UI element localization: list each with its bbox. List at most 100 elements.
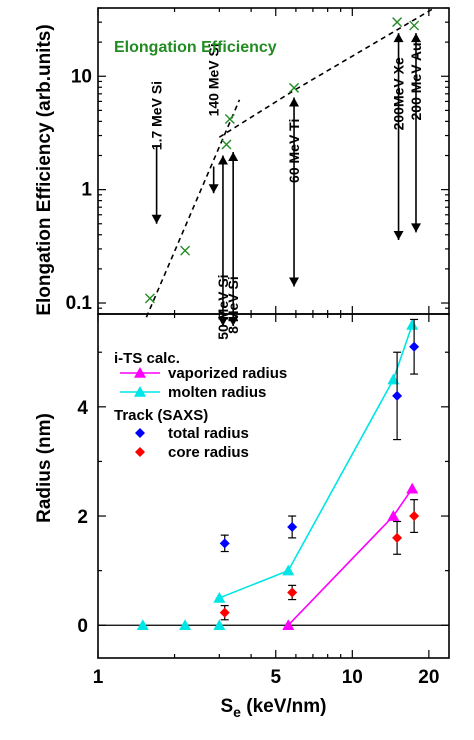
ion-annotation-3: 50 MeV Si [215, 155, 231, 340]
molten-radius-point-7 [406, 318, 419, 330]
arrow-head [228, 317, 239, 326]
legend-entry-core-radius: core radius [135, 444, 249, 461]
ion-annotation-7: 200 MeV Au [408, 33, 424, 233]
legend-group2-title: Track (SAXS) [114, 407, 208, 424]
elongation-point-stroke [289, 82, 300, 93]
molten-radius-marker [213, 591, 226, 603]
annotation-label: 50 MeV Si [215, 274, 231, 339]
ion-annotation-2: 140 MeV Si [206, 43, 222, 194]
x-tick-label: 10 [342, 667, 363, 688]
core-radius-point-2 [287, 584, 298, 601]
arrow-head [217, 155, 228, 165]
x-tick-label: 1 [93, 667, 104, 688]
molten-radius-point-3 [213, 619, 226, 631]
bottom-y-tick-label: 4 [77, 398, 88, 419]
elongation-point-2 [180, 245, 191, 256]
arrow-head [393, 230, 404, 240]
ion-annotation-6: 200MeV Xe [391, 33, 407, 240]
data-marks-layer [136, 17, 420, 631]
annotation-label: 1.7 MeV Si [149, 81, 165, 150]
ion-annotation-5: 60 MeV Ti [286, 97, 302, 287]
total-radius-point-4 [409, 318, 420, 375]
elongation-point-stroke [221, 139, 232, 150]
x-axis-title: Se (keV/nm) [220, 696, 326, 720]
molten-radius-point-1 [136, 619, 149, 631]
core-radius-marker [287, 587, 298, 598]
top-y-axis-title: Elongation Efficiency (arb.units) [34, 24, 55, 315]
arrow-head [289, 277, 300, 287]
arrow-head [228, 151, 239, 161]
annotation-label: 140 MeV Si [206, 43, 222, 116]
molten-radius-point-5 [282, 564, 295, 576]
core-radius-point-1 [219, 604, 230, 621]
vaporized-radius-point-3 [406, 482, 419, 494]
legend-marker [134, 367, 146, 378]
arrow-head [410, 33, 421, 43]
core-radius-point-4 [409, 499, 420, 534]
elongation-point-5 [289, 82, 300, 93]
elongation-point-stroke [144, 293, 155, 304]
top-y-tick-label: 1 [81, 180, 92, 201]
elongation-point-stroke [392, 17, 403, 28]
top-panel-title: Elongation Efficiency [114, 39, 277, 56]
bottom-y-axis-title: Radius (nm) [34, 413, 55, 523]
core-radius-marker [409, 511, 420, 522]
molten-radius-point-2 [179, 619, 192, 631]
series-line-molten-radius [219, 324, 413, 599]
annotation-label: 200MeV Xe [391, 57, 407, 130]
total-radius-point-2 [287, 515, 298, 539]
core-radius-point-3 [392, 520, 403, 555]
legend: i-TS calc. Track (SAXS) vaporized radius mo… [114, 350, 287, 461]
legend-label: core radius [168, 444, 249, 461]
core-radius-marker [219, 607, 230, 618]
bottom-panel-frame [97, 313, 450, 659]
legend-entry-vaporized-radius: vaporized radius [120, 365, 287, 382]
arrow-head [151, 214, 162, 224]
ion-annotation-1: 1.7 MeV Si [149, 81, 165, 224]
elongation-point-4 [224, 113, 235, 124]
arrow-head [208, 184, 219, 194]
legend-label: molten radius [168, 384, 266, 401]
total-radius-point-1 [219, 534, 230, 553]
molten-radius-point-4 [213, 591, 226, 603]
annotation-label: 200 MeV Au [408, 42, 424, 120]
elongation-point-6 [392, 17, 403, 28]
molten-radius-marker [213, 619, 226, 631]
elongation-point-stroke [409, 20, 420, 31]
series-line-vaporized-radius [287, 488, 413, 626]
annotation-label: 60 MeV Ti [286, 119, 302, 183]
top-y-tick-label: 10 [71, 66, 92, 87]
bottom-y-tick-label: 2 [77, 507, 88, 528]
x-tick-label: 20 [418, 667, 439, 688]
bottom-y-tick-label: 0 [77, 616, 88, 637]
core-radius-marker [392, 532, 403, 543]
legend-label: vaporized radius [168, 365, 287, 382]
text-layer: 0.1 1 10 0 2 4 1 5 10 20 Se (keV/nm) Elongation Eff… [34, 24, 439, 720]
x-tick-label: 5 [270, 667, 281, 688]
ion-annotation-4: 8 MeV Si [225, 151, 241, 334]
total-radius-marker [409, 341, 420, 352]
total-radius-marker [219, 538, 230, 549]
legend-label: total radius [168, 425, 249, 442]
legend-group1-title: i-TS calc. [114, 350, 180, 367]
legend-marker [134, 386, 146, 397]
legend-marker [135, 447, 145, 457]
plot-frame-layer [97, 7, 450, 659]
total-radius-point-3 [392, 351, 403, 441]
arrow-head [217, 317, 228, 326]
arrow-head [289, 97, 300, 107]
elongation-point-1 [144, 293, 155, 304]
top-y-tick-label: 0.1 [66, 293, 93, 314]
elongation-point-7 [409, 20, 420, 31]
vaporized-radius-point-1 [282, 619, 295, 631]
molten-radius-marker [179, 619, 192, 631]
annotations-layer: 1.7 MeV Si 140 MeV Si 50 MeV Si8 MeV Si 60 … [149, 33, 424, 340]
molten-radius-marker [282, 564, 295, 576]
molten-radius-marker [136, 619, 149, 631]
vaporized-radius-marker [282, 619, 295, 631]
elongation-point-stroke [224, 113, 235, 124]
elongation-point-stroke [180, 245, 191, 256]
legend-entry-total-radius: total radius [135, 425, 249, 442]
total-radius-marker [392, 390, 403, 401]
